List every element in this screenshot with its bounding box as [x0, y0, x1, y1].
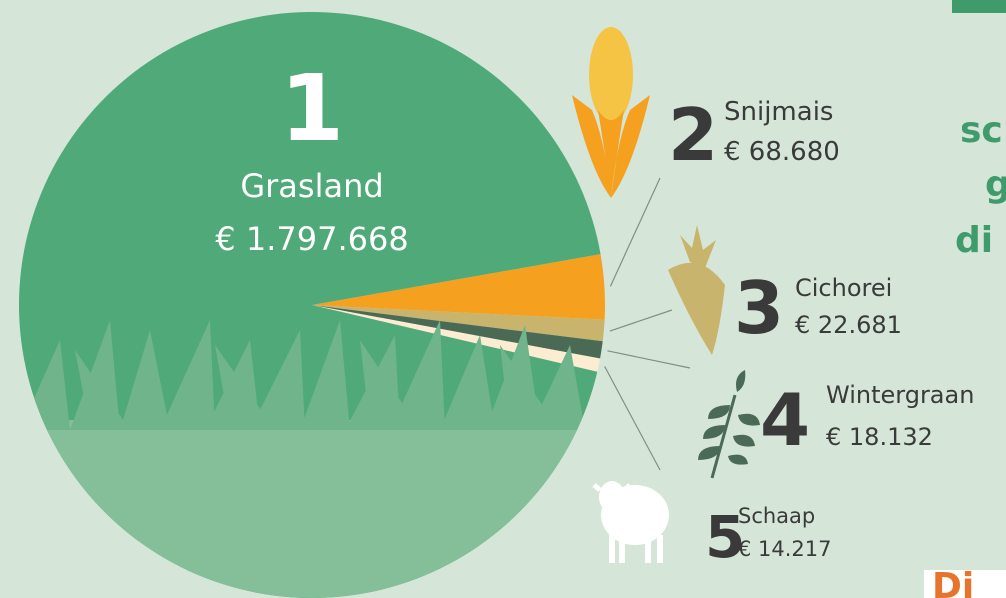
rank-number: 2	[668, 93, 718, 177]
leader-line	[607, 350, 691, 369]
category-label: Schaap	[738, 504, 815, 528]
annotation-fragment: sc	[960, 110, 1003, 151]
leader-line	[604, 366, 661, 471]
value-label: € 68.680	[724, 137, 840, 167]
category-label: Wintergraan	[826, 381, 974, 409]
value-label: € 22.681	[795, 311, 902, 339]
annotation-fragment: g	[985, 164, 1006, 205]
rank-number: 5	[705, 503, 745, 571]
parsnip-icon	[668, 225, 725, 355]
rank-number: 4	[760, 378, 810, 462]
value-label: € 1.797.668	[215, 220, 408, 258]
wheat-stem	[710, 394, 737, 479]
leader-line	[609, 177, 661, 287]
sheep-icon	[592, 481, 669, 563]
labels: 1 Grasland € 1.797.668 2 Snijmais € 68.680 3 Ci…	[215, 55, 1006, 598]
sheep-ears	[592, 483, 632, 492]
sheep-legs	[609, 535, 663, 563]
parsnip-leaves	[680, 225, 716, 268]
wheat-icon	[698, 370, 760, 479]
annotation-box	[924, 570, 1006, 598]
category-label: Grasland	[240, 167, 383, 205]
sheep-head	[599, 481, 625, 513]
leader-line	[609, 309, 673, 332]
category-label: Cichorei	[795, 274, 892, 302]
parsnip-root	[668, 262, 725, 355]
value-label: € 14.217	[738, 537, 832, 561]
heading-fragment	[952, 0, 1006, 13]
value-label: € 18.132	[826, 423, 933, 451]
pie-slice	[312, 254, 605, 320]
category-label: Snijmais	[724, 97, 833, 127]
corn-icon	[572, 27, 650, 198]
rank-number: 3	[734, 266, 784, 350]
corn-cob	[589, 27, 633, 123]
rank-number: 1	[280, 55, 344, 162]
corn-leaves	[572, 95, 650, 198]
annotation-fragment: di	[955, 220, 993, 261]
leader-lines	[604, 177, 691, 471]
wheat-grains	[698, 370, 760, 465]
annotation-fragment: Di	[932, 566, 974, 598]
